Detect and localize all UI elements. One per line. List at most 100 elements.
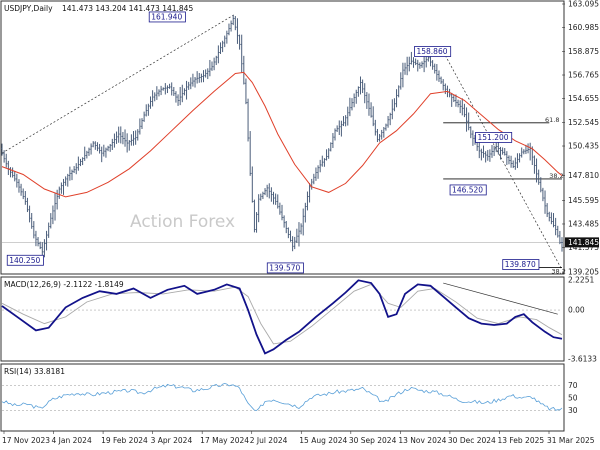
ohlc-bar (442, 79, 445, 91)
price-tick-label: 143.485 (568, 219, 599, 228)
ohlc-bar (181, 84, 184, 103)
ohlc-bar (370, 102, 373, 118)
ohlc-bar (306, 191, 309, 211)
ohlc-bar (204, 69, 207, 78)
ohlc-bar (11, 167, 14, 178)
ohlc-bar (516, 153, 519, 169)
ohlc-bar (90, 143, 93, 155)
ohlc-bar (3, 150, 6, 163)
ohlc-bar (20, 183, 23, 196)
rsi-label: RSI(14) 33.8181 (4, 367, 65, 376)
ohlc-bar (348, 97, 351, 117)
ohlc-bar (54, 193, 57, 221)
ohlc-bar (149, 96, 152, 109)
ohlc-bar (329, 142, 332, 152)
ohlc-bar (295, 228, 298, 244)
macd-layer (1, 279, 563, 355)
ohlc-bar (431, 60, 434, 70)
ohlc-bar (412, 57, 415, 68)
rsi-tick-label: 70 (568, 381, 578, 390)
price-label-box (475, 132, 513, 143)
ohlc-bar (177, 94, 180, 106)
ohlc-bar (9, 167, 12, 178)
ohlc-bar (537, 169, 540, 185)
x-tick-label: 30 Dec 2024 (448, 436, 496, 445)
ohlc-bar (410, 51, 413, 65)
ohlc-bar (353, 93, 356, 108)
ohlc-bar (338, 120, 341, 136)
ohlc-bar (300, 223, 303, 235)
ohlc-bar (170, 82, 173, 96)
ohlc-bar (501, 147, 504, 155)
price-label: 139.570 (269, 263, 300, 272)
ohlc-bar (208, 59, 211, 77)
ohlc-bar (274, 193, 277, 205)
x-tick-label: 13 Feb 2025 (497, 436, 544, 445)
ohlc-bar (94, 141, 97, 150)
ohlc-bar (15, 173, 18, 188)
ohlc-bar (121, 131, 124, 145)
ohlc-bar (384, 123, 387, 131)
ohlc-bar (351, 98, 353, 111)
ohlc-bar (68, 166, 71, 181)
ohlc-bar (119, 126, 122, 144)
macd-tick-label: -3.6133 (568, 355, 597, 364)
ohlc-bar (529, 142, 532, 161)
ohlc-bar (541, 187, 544, 202)
ohlc-bar (454, 94, 457, 107)
ohlc-bar (196, 71, 199, 84)
ohlc-bar (378, 134, 381, 142)
ohlc-bar (136, 129, 139, 141)
ohlc-bar (249, 131, 252, 176)
ohlc-bar (374, 119, 377, 136)
ohlc-bar (162, 87, 165, 91)
price-tick-label: 156.765 (568, 71, 599, 80)
ohlc-bar (60, 182, 63, 194)
ohlc-bar (5, 153, 8, 168)
ohlc-bar (206, 68, 209, 80)
ohlc-bar (219, 42, 222, 54)
ohlc-bar (554, 217, 557, 236)
ohlc-bar (387, 115, 390, 128)
ohlc-bar (141, 118, 143, 129)
ohlc-bar (334, 128, 337, 141)
ohlc-bar (109, 143, 112, 152)
ohlc-bar (518, 153, 521, 163)
ohlc-bar (359, 76, 362, 95)
ohlc-bar (92, 141, 95, 148)
ohlc-bar (499, 146, 502, 160)
ohlc-bar (421, 61, 423, 68)
x-tick-label: 3 Apr 2024 (151, 436, 193, 445)
ohlc-bar (482, 145, 485, 158)
ohlc-bar (467, 112, 470, 131)
ohlc-bar (81, 157, 84, 166)
ohlc-bar (87, 147, 90, 156)
ohlc-bar (96, 142, 99, 152)
ohlc-bar (548, 211, 551, 222)
ohlc-bar (323, 158, 326, 167)
ohlc-bar (56, 189, 59, 210)
ohlc-bar (85, 150, 88, 159)
ohlc-bar (83, 146, 86, 161)
ohlc-bar (73, 166, 76, 174)
x-tick-label: 30 Sep 2024 (349, 436, 397, 445)
price-tick-label: 154.655 (568, 94, 599, 103)
ohlc-bar (100, 146, 103, 163)
ohlc-bar (289, 230, 292, 242)
ohlc-bar (469, 126, 472, 139)
ohlc-bar (223, 35, 226, 48)
ohlc-bar (66, 173, 69, 187)
ohlc-bar (28, 205, 31, 223)
ohlc-bar (372, 106, 375, 127)
ohlc-bar (75, 163, 78, 175)
ohlc-bar (325, 149, 328, 161)
ohlc-bar (98, 143, 101, 154)
ohlc-bar (340, 120, 343, 137)
ohlc-bar (1, 143, 3, 156)
x-tick-label: 13 Nov 2024 (398, 436, 446, 445)
ohlc-bar (236, 18, 239, 44)
current-price-label: 141.845 (568, 238, 599, 247)
ohlc-bar (310, 178, 313, 190)
ohlc-bar (444, 83, 447, 95)
